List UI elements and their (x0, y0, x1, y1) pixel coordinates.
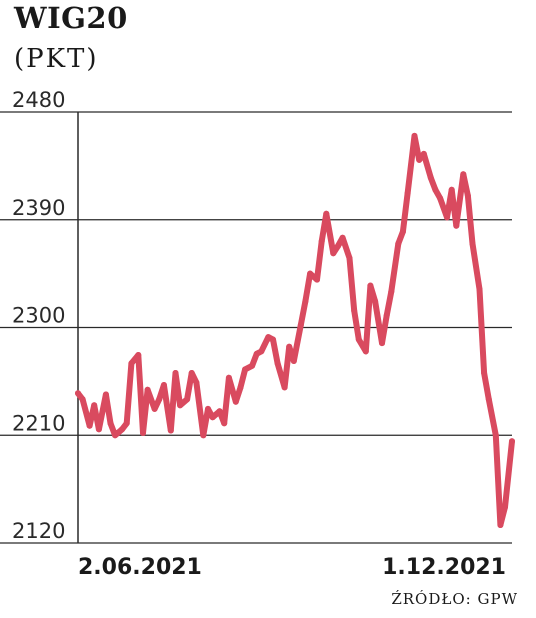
data-point (476, 286, 483, 293)
data-point (302, 298, 309, 305)
data-point (265, 334, 272, 341)
data-point (258, 348, 265, 355)
data-point (362, 348, 369, 355)
data-point (156, 396, 163, 403)
data-point (411, 132, 418, 139)
y-tick-labels: 2480 2390 2300 2210 2120 (12, 88, 65, 543)
source-note: ŹRÓDŁO: GPW (391, 590, 518, 608)
data-point (209, 414, 216, 421)
data-points (75, 132, 515, 528)
data-point (172, 370, 179, 376)
data-point (318, 238, 325, 245)
data-point (253, 350, 260, 357)
data-point (86, 422, 93, 429)
data-point (135, 352, 142, 358)
data-point (307, 270, 314, 277)
data-point (432, 186, 439, 193)
data-point (314, 276, 320, 283)
data-point (151, 405, 158, 412)
data-point (225, 374, 232, 381)
data-point (205, 405, 211, 412)
data-point (281, 384, 288, 391)
data-point (188, 370, 195, 376)
chart-title: WIG20 (14, 1, 128, 35)
data-point (79, 396, 86, 403)
data-point (237, 384, 244, 391)
data-point (184, 396, 191, 403)
data-point (379, 340, 385, 347)
data-point (232, 398, 239, 405)
data-point (95, 426, 102, 433)
data-point (355, 336, 362, 343)
data-point (492, 432, 499, 439)
data-point (367, 282, 374, 289)
data-point (416, 156, 423, 163)
data-point (144, 386, 151, 393)
data-point (460, 171, 467, 178)
data-point (469, 240, 476, 247)
data-point (193, 379, 200, 386)
x-tick-label-end: 1.12.2021 (382, 555, 506, 580)
data-point (128, 360, 135, 367)
data-point (160, 382, 167, 388)
data-point (286, 343, 293, 350)
data-point (330, 250, 337, 257)
data-point (242, 366, 249, 373)
data-point (339, 234, 346, 241)
data-point (502, 504, 508, 511)
data-point (481, 370, 488, 376)
data-point (464, 192, 471, 199)
y-tick-label: 2300 (12, 304, 65, 328)
data-point (485, 396, 492, 403)
data-point (221, 420, 228, 427)
data-point (372, 298, 379, 305)
data-point (444, 214, 450, 221)
data-point (102, 391, 109, 398)
data-point (395, 240, 402, 247)
data-point (119, 426, 126, 433)
data-point (123, 420, 130, 427)
y-tick-label: 2120 (12, 519, 65, 543)
data-point (249, 362, 256, 369)
data-point (334, 243, 341, 250)
y-tick-label: 2390 (12, 196, 65, 220)
data-point (404, 190, 411, 197)
data-point (216, 408, 223, 415)
data-point (323, 210, 330, 217)
data-point (420, 150, 427, 157)
data-point (351, 307, 358, 314)
data-point (274, 360, 281, 367)
data-point (200, 432, 207, 439)
data-point (167, 427, 174, 434)
chart-unit: (PKT) (14, 44, 99, 74)
data-point (297, 322, 304, 329)
y-tick-label: 2210 (12, 411, 65, 435)
data-point (107, 420, 114, 427)
data-point (448, 186, 455, 193)
data-point (437, 195, 444, 202)
data-point (290, 358, 297, 364)
data-point (383, 312, 390, 319)
x-tick-label-start: 2.06.2021 (78, 555, 202, 580)
data-point (75, 390, 81, 397)
data-point (140, 429, 146, 436)
data-point (270, 336, 276, 343)
y-tick-label: 2480 (12, 88, 65, 112)
data-point (112, 432, 119, 439)
grid-lines (0, 111, 512, 544)
wig20-series-line (75, 132, 515, 528)
data-point (453, 222, 460, 229)
data-point (399, 228, 406, 235)
data-point (497, 522, 504, 528)
data-point (427, 174, 434, 181)
data-point (346, 255, 353, 262)
data-point (91, 402, 98, 409)
data-point (388, 288, 395, 295)
data-point (509, 438, 515, 445)
data-point (177, 402, 184, 409)
